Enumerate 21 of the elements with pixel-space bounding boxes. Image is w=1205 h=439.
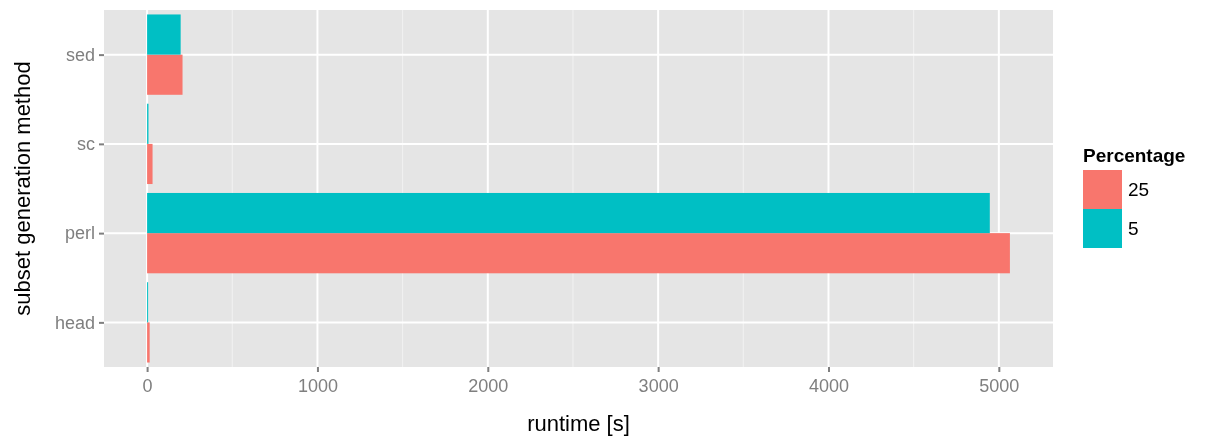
x-tick-label: 1000 xyxy=(297,376,338,397)
bar xyxy=(147,322,150,363)
legend-label: 5 xyxy=(1128,218,1139,239)
y-tick-label: sed xyxy=(65,44,95,65)
bar xyxy=(147,233,1010,274)
y-tick-label: perl xyxy=(64,223,95,244)
bar xyxy=(147,143,153,185)
y-tick-label: head xyxy=(54,312,95,333)
x-tick-label: 0 xyxy=(142,376,153,397)
bar xyxy=(147,14,181,55)
x-tick-label: 4000 xyxy=(808,376,850,397)
bar xyxy=(147,54,183,95)
y-tick-label: sc xyxy=(77,134,95,155)
x-tick-label: 3000 xyxy=(638,376,679,397)
x-tick-label: 2000 xyxy=(468,376,509,397)
y-axis-title: subset generation method xyxy=(10,61,35,316)
x-tick-label: 5000 xyxy=(979,376,1020,397)
legend-label: 25 xyxy=(1128,179,1150,200)
bar xyxy=(147,192,990,234)
legend-title: Percentage xyxy=(1083,145,1186,166)
x-axis-title: runtime [s] xyxy=(527,411,630,436)
